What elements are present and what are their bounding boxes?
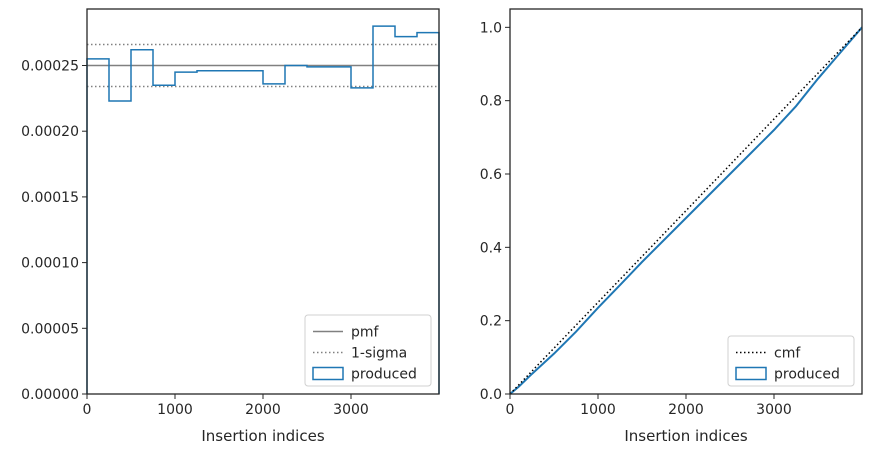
y-tick-label: 0.8 xyxy=(480,94,502,110)
legend-patch xyxy=(312,366,344,381)
y-tick-label: 0.0 xyxy=(480,387,502,403)
y-tick-label: 0.00020 xyxy=(21,124,79,140)
y-tick-label: 0.00005 xyxy=(21,321,79,337)
axes-frame xyxy=(86,8,440,395)
y-tick-label: 0.00015 xyxy=(21,190,79,206)
right-chart: 0 1000 2000 3000 0.0 0.2 0.4 0.6 0.8 1.0 Insertion… xyxy=(480,8,863,445)
x-tick-label: 3000 xyxy=(756,402,792,418)
cmf-series xyxy=(509,26,863,395)
legend-label: pmf xyxy=(351,325,380,341)
y-tick-label: 0.6 xyxy=(480,167,502,183)
legend-label: cmf xyxy=(774,346,801,362)
legend-label: produced xyxy=(774,367,840,383)
legend-box xyxy=(727,335,855,387)
x-tick-label: 2000 xyxy=(245,402,281,418)
y-tick-label: 0.4 xyxy=(480,240,502,256)
legend-label: produced xyxy=(351,367,417,383)
y-tick-label: 0.00000 xyxy=(21,387,79,403)
x-tick-label: 3000 xyxy=(333,402,369,418)
legend-label: 1-sigma xyxy=(351,346,407,362)
y-tick-label: 0.00025 xyxy=(21,59,79,75)
x-tick-label: 0 xyxy=(83,402,92,418)
x-axis-label: Insertion indices xyxy=(624,427,747,445)
x-tick-label: 2000 xyxy=(668,402,704,418)
x-axis-label: Insertion indices xyxy=(201,427,324,445)
legend-patch xyxy=(735,366,767,381)
axes-frame xyxy=(509,8,863,395)
x-tick-label: 1000 xyxy=(157,402,193,418)
x-tick-label: 0 xyxy=(506,402,515,418)
produced-step-series xyxy=(86,25,440,394)
x-tick-label: 1000 xyxy=(580,402,616,418)
y-tick-label: 1.0 xyxy=(480,20,502,36)
y-tick-label: 0.2 xyxy=(480,314,502,330)
produced-series xyxy=(509,26,863,395)
left-chart: 0 1000 2000 3000 0.00000 0.00005 0.00010 0.0001… xyxy=(21,8,440,445)
y-tick-label: 0.00010 xyxy=(21,256,79,272)
